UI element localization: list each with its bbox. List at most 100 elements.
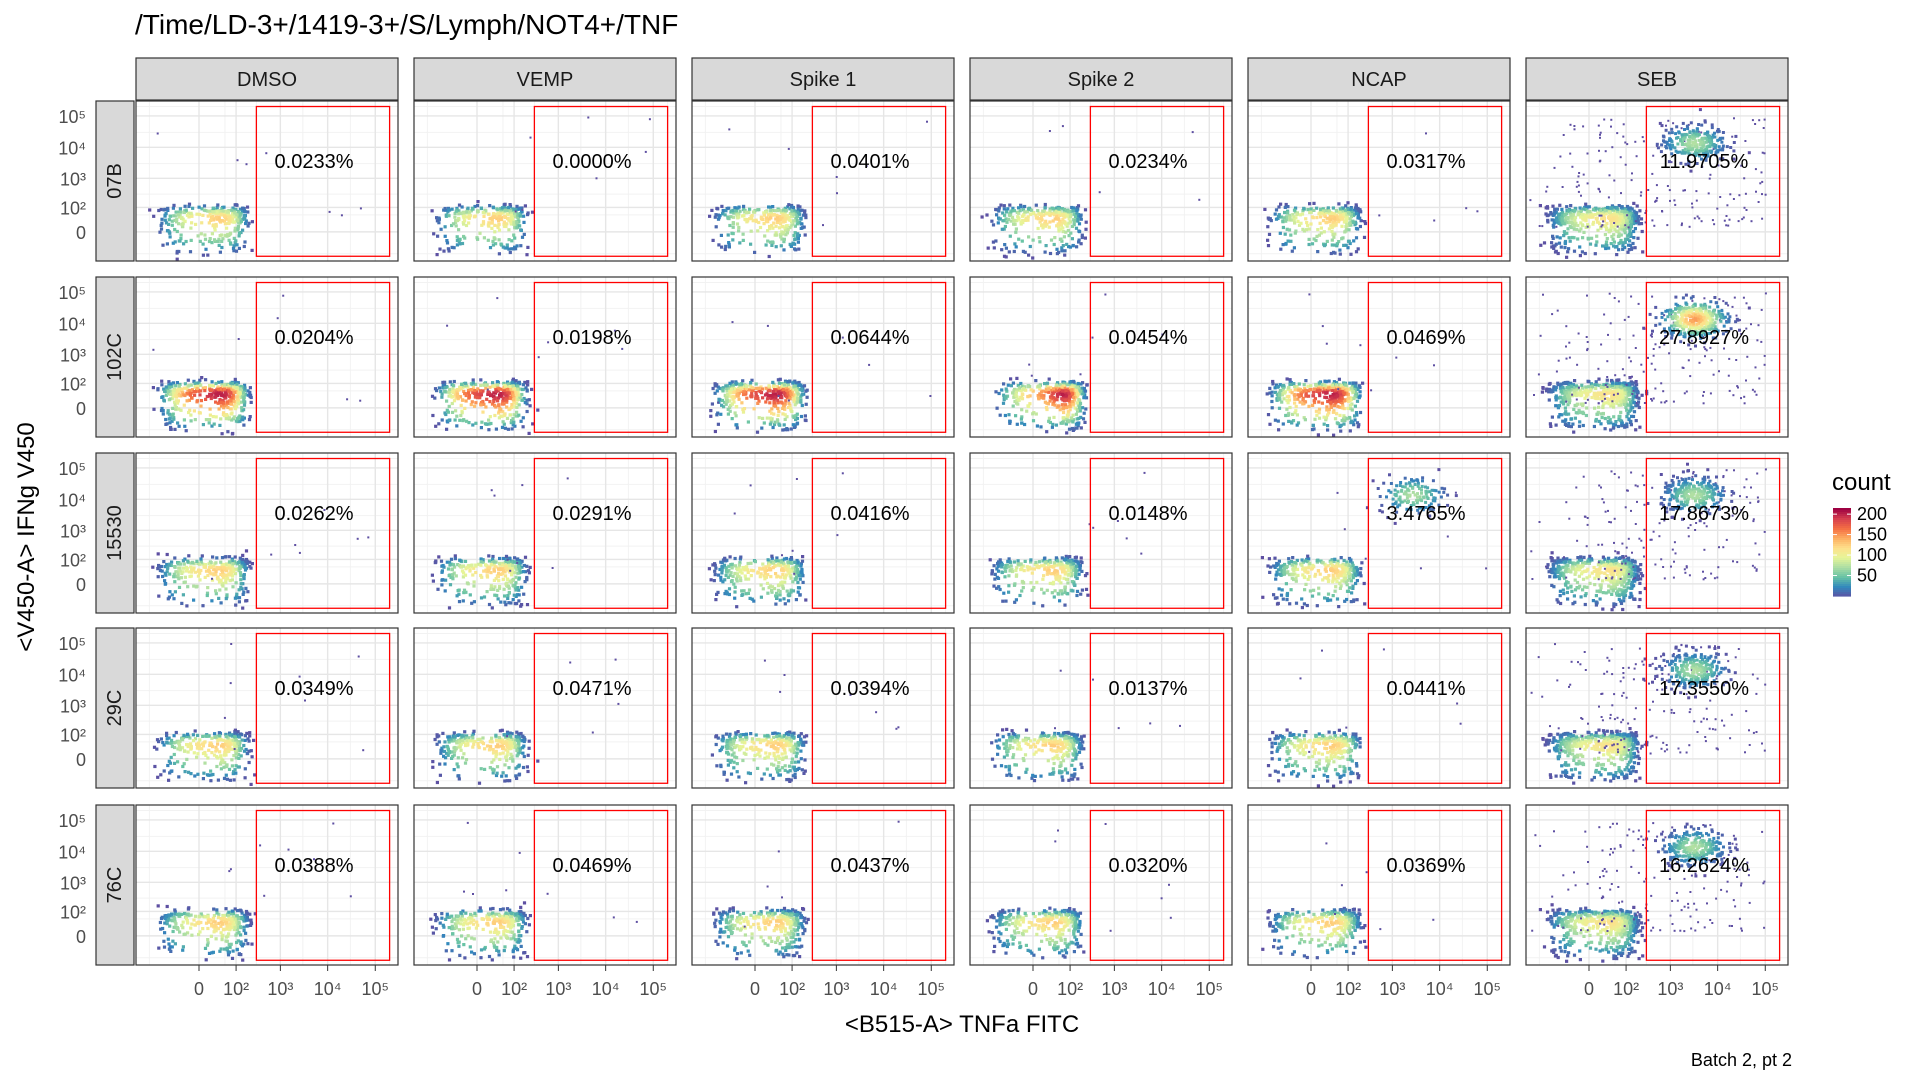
density-bin — [467, 221, 471, 225]
density-bin — [1031, 256, 1035, 260]
density-bin — [1048, 130, 1051, 132]
density-bin — [245, 163, 248, 166]
density-bin — [1337, 377, 1341, 381]
density-bin — [211, 415, 215, 419]
density-bin — [775, 213, 779, 217]
density-bin — [1570, 209, 1574, 213]
density-bin — [1066, 228, 1070, 233]
density-bin — [1294, 409, 1298, 413]
density-bin — [1019, 205, 1023, 209]
density-bin — [1560, 207, 1564, 212]
density-bin — [497, 228, 502, 232]
density-bin — [1621, 241, 1626, 245]
density-bin — [196, 234, 200, 238]
density-bin — [1668, 143, 1671, 147]
density-bin — [713, 429, 717, 434]
density-bin — [1013, 219, 1017, 223]
density-bin — [1279, 202, 1283, 206]
density-bin — [1582, 173, 1585, 176]
density-bin — [1057, 229, 1061, 233]
panel-background — [1526, 101, 1788, 261]
density-bin — [1308, 293, 1311, 296]
density-bin — [1337, 220, 1341, 224]
density-bin — [458, 237, 462, 241]
density-bin — [486, 388, 489, 391]
density-bin — [1653, 224, 1656, 227]
density-bin — [1637, 215, 1641, 219]
density-bin — [1351, 381, 1356, 385]
density-bin — [248, 394, 252, 399]
density-bin — [1020, 395, 1024, 399]
density-bin — [234, 239, 238, 243]
density-bin — [1333, 243, 1337, 247]
density-bin — [211, 215, 215, 219]
panel-0-1: 0.0000% — [413, 100, 677, 262]
density-bin — [1287, 213, 1291, 217]
density-bin — [713, 215, 717, 219]
density-bin — [220, 383, 224, 387]
density-bin — [782, 237, 786, 241]
density-bin — [800, 403, 804, 408]
density-bin — [1627, 216, 1631, 220]
density-bin — [1695, 127, 1699, 131]
density-bin — [1709, 141, 1713, 145]
density-bin — [796, 204, 800, 208]
density-bin — [1055, 217, 1059, 221]
density-bins — [980, 125, 1201, 260]
density-bin — [479, 383, 483, 387]
density-bin — [1714, 144, 1718, 147]
density-bin — [481, 210, 485, 215]
density-bin — [1067, 221, 1071, 225]
density-bin — [1297, 388, 1301, 392]
density-bin — [1263, 207, 1267, 211]
density-bin — [1353, 223, 1357, 227]
density-bin — [483, 422, 488, 426]
density-bin — [1342, 213, 1346, 217]
density-bin — [1061, 125, 1064, 128]
density-bin — [1355, 421, 1360, 425]
density-bin — [231, 217, 235, 221]
density-bin — [1308, 202, 1312, 206]
density-bin — [753, 250, 757, 254]
density-bin — [1296, 219, 1300, 223]
density-bin — [483, 211, 487, 215]
density-bin — [1347, 211, 1351, 215]
density-bin — [1311, 390, 1316, 394]
panel-0-4: 0.0317% — [1247, 100, 1511, 262]
density-bin — [1619, 233, 1623, 237]
density-bin — [1610, 234, 1614, 239]
density-bin — [1742, 216, 1745, 219]
density-bin — [1347, 396, 1351, 400]
density-bin — [1310, 242, 1315, 246]
column-strip-2: Spike 1 — [691, 57, 955, 101]
density-bin — [1634, 140, 1637, 143]
density-bin — [233, 215, 237, 219]
density-bin — [1282, 383, 1286, 388]
density-bin — [1083, 420, 1087, 424]
density-bin — [1338, 248, 1342, 252]
density-bin — [232, 244, 236, 248]
density-bin — [241, 228, 245, 232]
density-bin — [741, 407, 745, 412]
density-bin — [1034, 203, 1038, 207]
density-bin — [1604, 150, 1607, 153]
density-bin — [1551, 236, 1555, 240]
density-bin — [464, 381, 468, 385]
density-bin — [225, 234, 229, 238]
density-bin — [234, 385, 238, 389]
density-bin — [1292, 208, 1297, 212]
density-bin — [782, 240, 786, 244]
density-bin — [208, 418, 212, 422]
density-bin — [1687, 144, 1691, 148]
density-bin — [230, 214, 234, 218]
density-bin — [454, 224, 458, 228]
density-bin — [1569, 123, 1572, 126]
gate-rectangle — [811, 105, 947, 257]
density-bin — [997, 208, 1001, 212]
density-bin — [1000, 227, 1004, 231]
density-bin — [1618, 227, 1622, 231]
density-bin — [1358, 216, 1362, 220]
density-bin — [1354, 212, 1359, 216]
density-bin — [1573, 223, 1577, 227]
density-bin — [1318, 221, 1322, 225]
